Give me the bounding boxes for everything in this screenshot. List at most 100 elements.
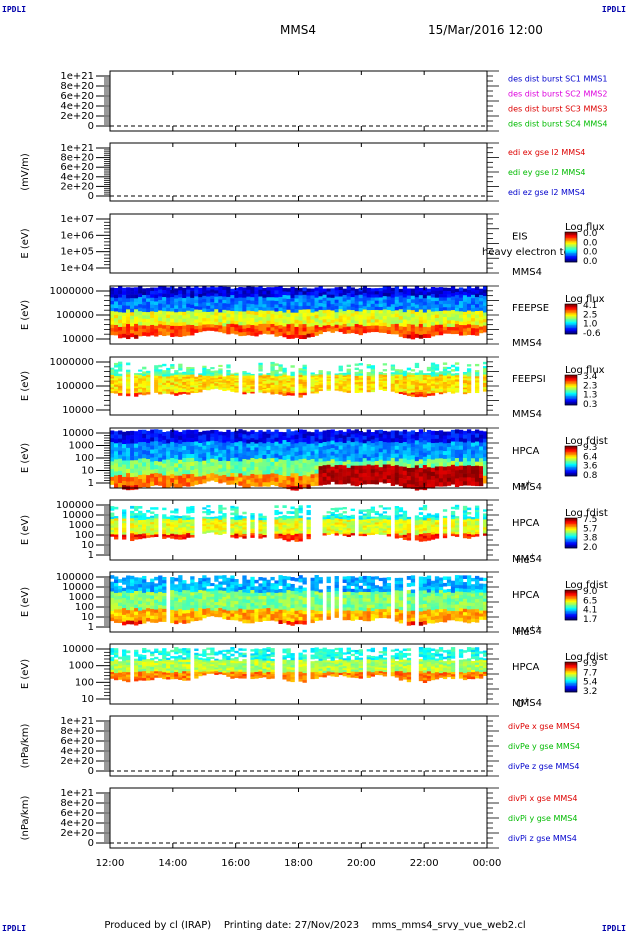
heatmap-cell <box>178 286 183 291</box>
heatmap-cell <box>342 301 347 305</box>
heatmap-cell <box>130 513 135 517</box>
heatmap-cell <box>190 517 195 520</box>
heatmap-cell <box>354 445 359 450</box>
heatmap-cell <box>306 480 311 485</box>
heatmap-cell <box>482 531 488 534</box>
heatmap-cell <box>206 455 211 460</box>
heatmap-cell <box>402 433 408 439</box>
heatmap-cell <box>194 302 199 307</box>
heatmap-cell <box>230 508 235 511</box>
heatmap-cell <box>222 453 227 458</box>
heatmap-cell <box>178 459 183 465</box>
heatmap-cell <box>362 286 367 290</box>
heatmap-cell <box>438 297 444 302</box>
heatmap-cell <box>282 309 287 313</box>
heatmap-cell <box>482 449 488 454</box>
heatmap-cell <box>202 460 207 465</box>
heatmap-cell <box>358 533 363 537</box>
heatmap-cell <box>170 441 175 447</box>
heatmap-cell <box>466 331 472 335</box>
heatmap-cell <box>426 458 432 464</box>
heatmap-cell <box>426 463 432 468</box>
heatmap-cell <box>338 515 343 518</box>
heatmap-cell <box>318 462 323 467</box>
heatmap-cell <box>202 529 207 532</box>
heatmap-cell <box>358 308 363 312</box>
heatmap-cell <box>254 459 259 464</box>
heatmap-cell <box>226 441 231 446</box>
heatmap-cell <box>482 435 488 440</box>
heatmap-cell <box>318 320 323 324</box>
heatmap-cell <box>394 293 400 298</box>
heatmap-cell <box>478 454 484 459</box>
heatmap-cell <box>366 511 371 514</box>
heatmap-cell <box>270 387 275 390</box>
heatmap-cell <box>126 464 131 470</box>
heatmap-cell <box>286 523 291 527</box>
heatmap-cell <box>126 391 131 394</box>
heatmap-cell <box>122 614 127 619</box>
heatmap-cell <box>426 302 432 307</box>
heatmap-cell <box>254 482 259 487</box>
heatmap-cell <box>278 300 283 305</box>
heatmap-cell <box>138 534 143 537</box>
heatmap-cell <box>370 319 376 323</box>
heatmap-cell <box>394 524 400 528</box>
heatmap-cell <box>422 393 428 396</box>
heatmap-cell <box>234 374 239 376</box>
heatmap-cell <box>170 289 175 294</box>
heatmap-cell <box>222 303 227 307</box>
heatmap-cell <box>286 518 291 522</box>
heatmap-cell <box>114 382 119 385</box>
heatmap-cell <box>210 376 215 379</box>
heatmap-cell <box>366 310 371 314</box>
heatmap-cell <box>382 363 388 366</box>
heatmap-cell <box>378 378 384 380</box>
heatmap-cell <box>154 457 159 462</box>
heatmap-cell <box>398 378 404 381</box>
heatmap-cell <box>146 535 151 538</box>
heatmap-cell <box>462 328 468 333</box>
heatmap-cell <box>210 321 215 325</box>
heatmap-cell <box>314 389 319 391</box>
heatmap-cell <box>298 388 303 391</box>
heatmap-cell <box>442 300 448 305</box>
heatmap-cell <box>154 291 159 295</box>
heatmap-cell <box>398 458 404 463</box>
heatmap-cell <box>450 476 456 481</box>
heatmap-cell <box>430 532 436 535</box>
heatmap-cell <box>454 433 460 438</box>
heatmap-cell <box>114 583 119 587</box>
heatmap-cell <box>270 366 275 370</box>
heatmap-cell <box>426 320 432 324</box>
heatmap-cell <box>290 323 295 328</box>
heatmap-cell <box>390 376 396 379</box>
heatmap-cell <box>358 517 363 520</box>
heatmap-cell <box>462 430 468 436</box>
heatmap-cell <box>470 304 476 309</box>
heatmap-cell <box>198 384 203 386</box>
panel-eis-instrument-label: EIS <box>512 232 528 243</box>
panel-des-dist-legend-entry: des dist burst SC1 MMS1 <box>508 75 607 84</box>
heatmap-cell <box>146 305 151 309</box>
heatmap-cell <box>338 526 343 529</box>
heatmap-cell <box>338 522 343 525</box>
heatmap-cell <box>434 466 440 471</box>
heatmap-cell <box>438 446 444 451</box>
heatmap-cell <box>278 332 283 336</box>
heatmap-cell <box>250 383 255 386</box>
heatmap-cell <box>282 515 287 518</box>
heatmap-cell <box>286 480 291 485</box>
heatmap-cell <box>134 536 139 540</box>
heatmap-cell <box>194 289 199 294</box>
heatmap-cell <box>414 431 420 437</box>
heatmap-cell <box>430 318 436 323</box>
heatmap-cell <box>194 309 199 314</box>
heatmap-cell <box>210 292 215 297</box>
heatmap-cell <box>202 526 207 529</box>
heatmap-cell <box>422 477 428 482</box>
heatmap-cell <box>398 385 404 388</box>
heatmap-cell <box>270 290 275 295</box>
heatmap-cell <box>346 460 351 465</box>
